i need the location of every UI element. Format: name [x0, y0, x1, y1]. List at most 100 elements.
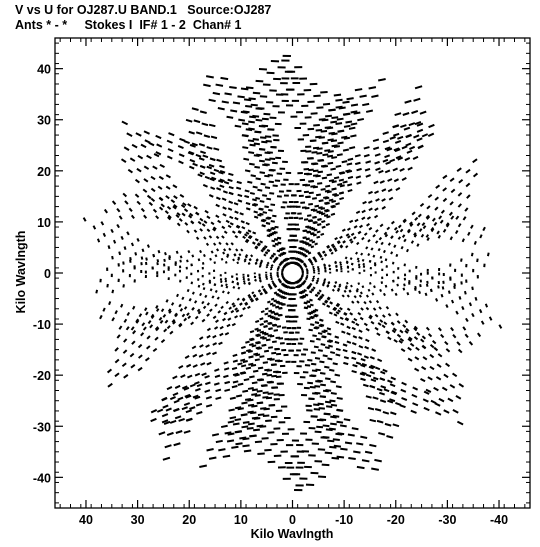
uv-point — [183, 402, 191, 406]
uv-point — [252, 198, 257, 202]
uv-point — [368, 365, 374, 370]
uv-point — [302, 294, 307, 298]
uv-point — [196, 411, 203, 415]
uv-point — [383, 321, 388, 326]
uv-point — [166, 431, 174, 436]
uv-point — [222, 317, 226, 322]
uv-point — [309, 298, 313, 302]
uv-point — [338, 178, 345, 182]
uv-point — [284, 279, 288, 283]
uv-point — [350, 103, 359, 107]
uv-point — [316, 291, 321, 295]
uv-point — [404, 157, 411, 162]
uv-point — [409, 223, 414, 227]
uv-point — [140, 207, 145, 213]
uv-point — [335, 265, 338, 269]
uv-point — [321, 220, 326, 224]
uv-point — [231, 280, 235, 284]
uv-point — [263, 253, 267, 257]
uv-point — [312, 275, 316, 278]
uv-point — [249, 330, 255, 334]
uv-point — [264, 151, 271, 155]
uv-point — [399, 329, 404, 334]
uv-point — [480, 320, 485, 325]
uv-point — [126, 311, 131, 317]
uv-point — [357, 259, 360, 263]
uv-point — [364, 450, 373, 455]
uv-point — [356, 257, 360, 261]
uv-point — [242, 437, 250, 441]
uv-point — [192, 364, 198, 368]
uv-point — [478, 309, 483, 314]
uv-point — [438, 215, 443, 220]
uv-point — [264, 368, 270, 372]
uv-point — [206, 215, 211, 220]
uv-point — [278, 254, 282, 257]
uv-point — [186, 417, 193, 422]
uv-point — [227, 432, 235, 436]
uv-point — [333, 176, 340, 180]
uv-point — [150, 313, 155, 318]
uv-point — [379, 180, 385, 184]
uv-point — [349, 312, 354, 316]
uv-point — [273, 317, 278, 320]
uv-point — [455, 394, 462, 400]
uv-point — [404, 329, 409, 334]
uv-point — [272, 252, 277, 256]
uv-point — [223, 311, 228, 316]
uv-point — [144, 357, 150, 362]
uv-point — [408, 221, 413, 226]
uv-point — [382, 249, 386, 254]
uv-point — [411, 110, 419, 115]
uv-point — [439, 219, 444, 224]
uv-point — [316, 210, 321, 214]
uv-point — [264, 135, 272, 138]
uv-point — [407, 166, 413, 171]
uv-point — [242, 280, 246, 283]
uv-point — [126, 231, 130, 236]
uv-point — [193, 300, 198, 304]
uv-point — [253, 154, 260, 157]
uv-point — [178, 323, 183, 328]
uv-point — [420, 233, 425, 238]
uv-point — [248, 120, 255, 124]
uv-point — [335, 105, 343, 109]
uv-point — [311, 265, 315, 269]
uv-point — [421, 344, 427, 349]
uv-point — [383, 231, 388, 236]
uv-point — [225, 283, 228, 287]
uv-point — [344, 441, 353, 445]
uv-point — [316, 418, 324, 422]
uv-point — [327, 280, 331, 284]
uv-point — [408, 336, 413, 341]
uv-point — [228, 247, 232, 251]
uv-point — [357, 312, 362, 316]
uv-point — [253, 417, 261, 420]
uv-point — [206, 351, 211, 356]
uv-point — [387, 312, 392, 317]
uv-point — [422, 356, 428, 361]
uv-point — [255, 79, 264, 83]
uv-point — [320, 90, 328, 94]
uv-point — [410, 240, 415, 244]
uv-point — [257, 188, 263, 192]
uv-point — [129, 352, 135, 358]
uv-point — [361, 362, 367, 367]
uv-point — [299, 291, 304, 294]
uv-point — [390, 251, 394, 255]
uv-point — [232, 359, 238, 363]
uv-point — [234, 406, 242, 410]
uv-point — [220, 280, 223, 284]
uv-point — [450, 188, 456, 194]
uv-point — [324, 189, 330, 193]
uv-point — [111, 289, 115, 294]
uv-point — [479, 234, 483, 239]
uv-point — [316, 265, 320, 269]
uv-point — [252, 138, 259, 141]
uv-point — [102, 307, 106, 312]
uv-point — [407, 357, 413, 362]
uv-point — [215, 388, 222, 393]
uv-point — [311, 362, 317, 366]
uv-point — [212, 334, 217, 339]
uv-point — [253, 210, 258, 214]
